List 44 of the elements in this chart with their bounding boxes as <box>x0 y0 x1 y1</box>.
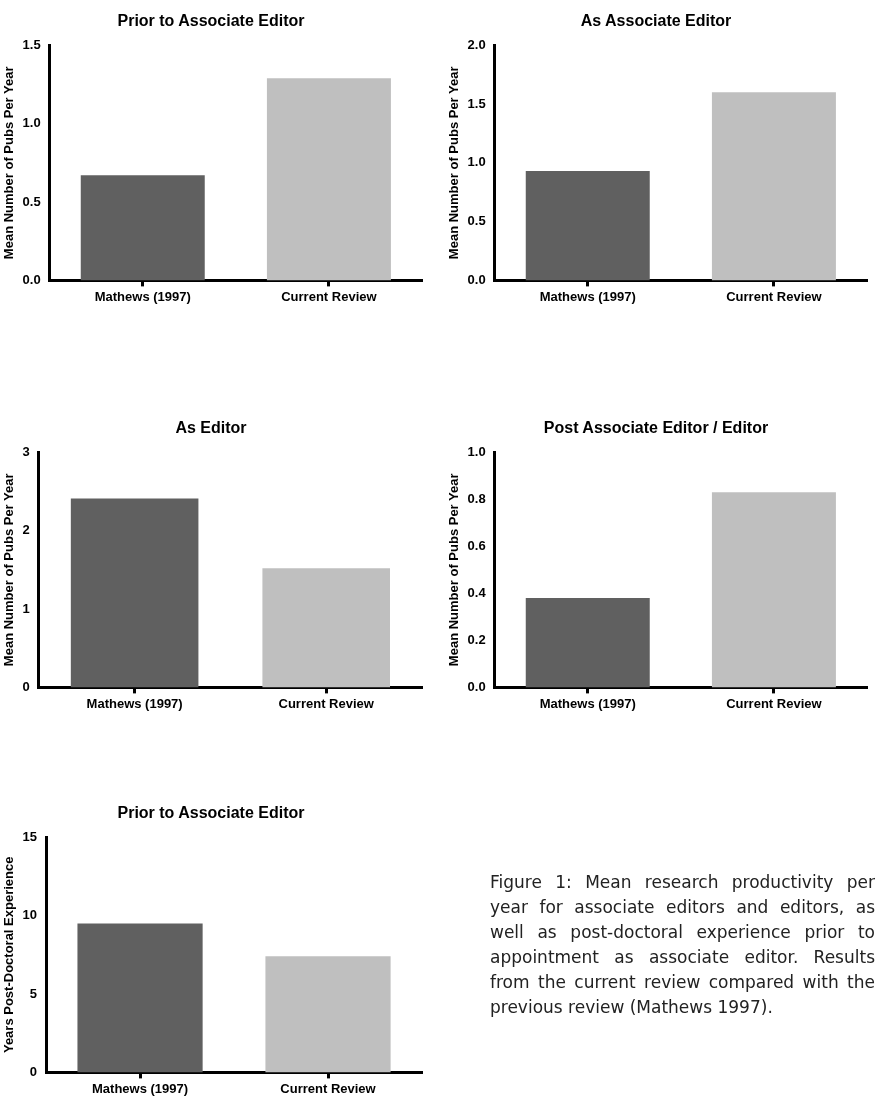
y-tick-label: 0 <box>22 678 30 694</box>
x-tick-label: Current Review <box>280 1080 377 1096</box>
y-axis-title: Mean Number of Pubs Per Year <box>1 66 17 260</box>
y-tick-label: 1.0 <box>467 443 486 459</box>
x-tick-label: Current Review <box>278 695 375 711</box>
chart-title: Prior to Associate Editor <box>117 804 305 822</box>
chart-title: As Associate Editor <box>580 12 732 30</box>
y-tick-label: 1.0 <box>467 154 486 170</box>
x-tick-label: Mathews (1997) <box>86 695 183 711</box>
y-axis-title: Years Post-Doctoral Experience <box>1 856 17 1054</box>
chart-title: Prior to Associate Editor <box>117 12 305 30</box>
y-tick-label: 0.8 <box>467 490 486 506</box>
y-tick-label: 0.5 <box>22 193 41 209</box>
y-tick-label: 5 <box>29 985 38 1001</box>
x-tick-label: Current Review <box>281 288 378 304</box>
x-tick-label: Current Review <box>726 288 823 304</box>
y-tick-label: 0.4 <box>467 584 487 600</box>
y-axis-title: Mean Number of Pubs Per Year <box>446 66 462 260</box>
y-tick-label: 1.0 <box>22 115 41 131</box>
y-tick-label: 1 <box>22 600 30 616</box>
y-tick-label: 15 <box>22 828 38 844</box>
y-tick-label: 10 <box>22 907 38 923</box>
y-axis-title: Mean Number of Pubs Per Year <box>1 473 17 667</box>
x-tick-label: Mathews (1997) <box>92 1080 189 1096</box>
y-axis-title: Mean Number of Pubs Per Year <box>446 473 462 667</box>
x-tick-label: Mathews (1997) <box>539 695 636 711</box>
x-tick-label: Mathews (1997) <box>539 288 636 304</box>
y-tick-label: 0.0 <box>467 678 486 694</box>
y-tick-label: 0.0 <box>22 271 41 287</box>
y-tick-label: 0.6 <box>467 537 486 553</box>
y-tick-label: 0.0 <box>467 271 486 287</box>
y-tick-label: 2.0 <box>467 36 486 52</box>
y-tick-label: 1.5 <box>22 36 41 52</box>
chart-title: As Editor <box>175 419 247 437</box>
y-tick-label: 0.2 <box>467 631 486 647</box>
y-tick-label: 0.5 <box>467 213 486 229</box>
chart-title: Post Associate Editor / Editor <box>543 419 769 437</box>
y-tick-label: 3 <box>22 443 30 459</box>
x-tick-label: Mathews (1997) <box>94 288 191 304</box>
caption: Figure 1: Mean research productivity per year for associate editors and editors, as well as post-doctoral experience prior to appointment as associate editor. Results from the current review compared with the previous review (Mathews 1997). <box>490 871 875 1019</box>
x-tick-label: Current Review <box>726 695 823 711</box>
y-tick-label: 2 <box>22 522 30 538</box>
y-tick-label: 0 <box>29 1063 38 1079</box>
y-tick-label: 1.5 <box>467 95 486 111</box>
